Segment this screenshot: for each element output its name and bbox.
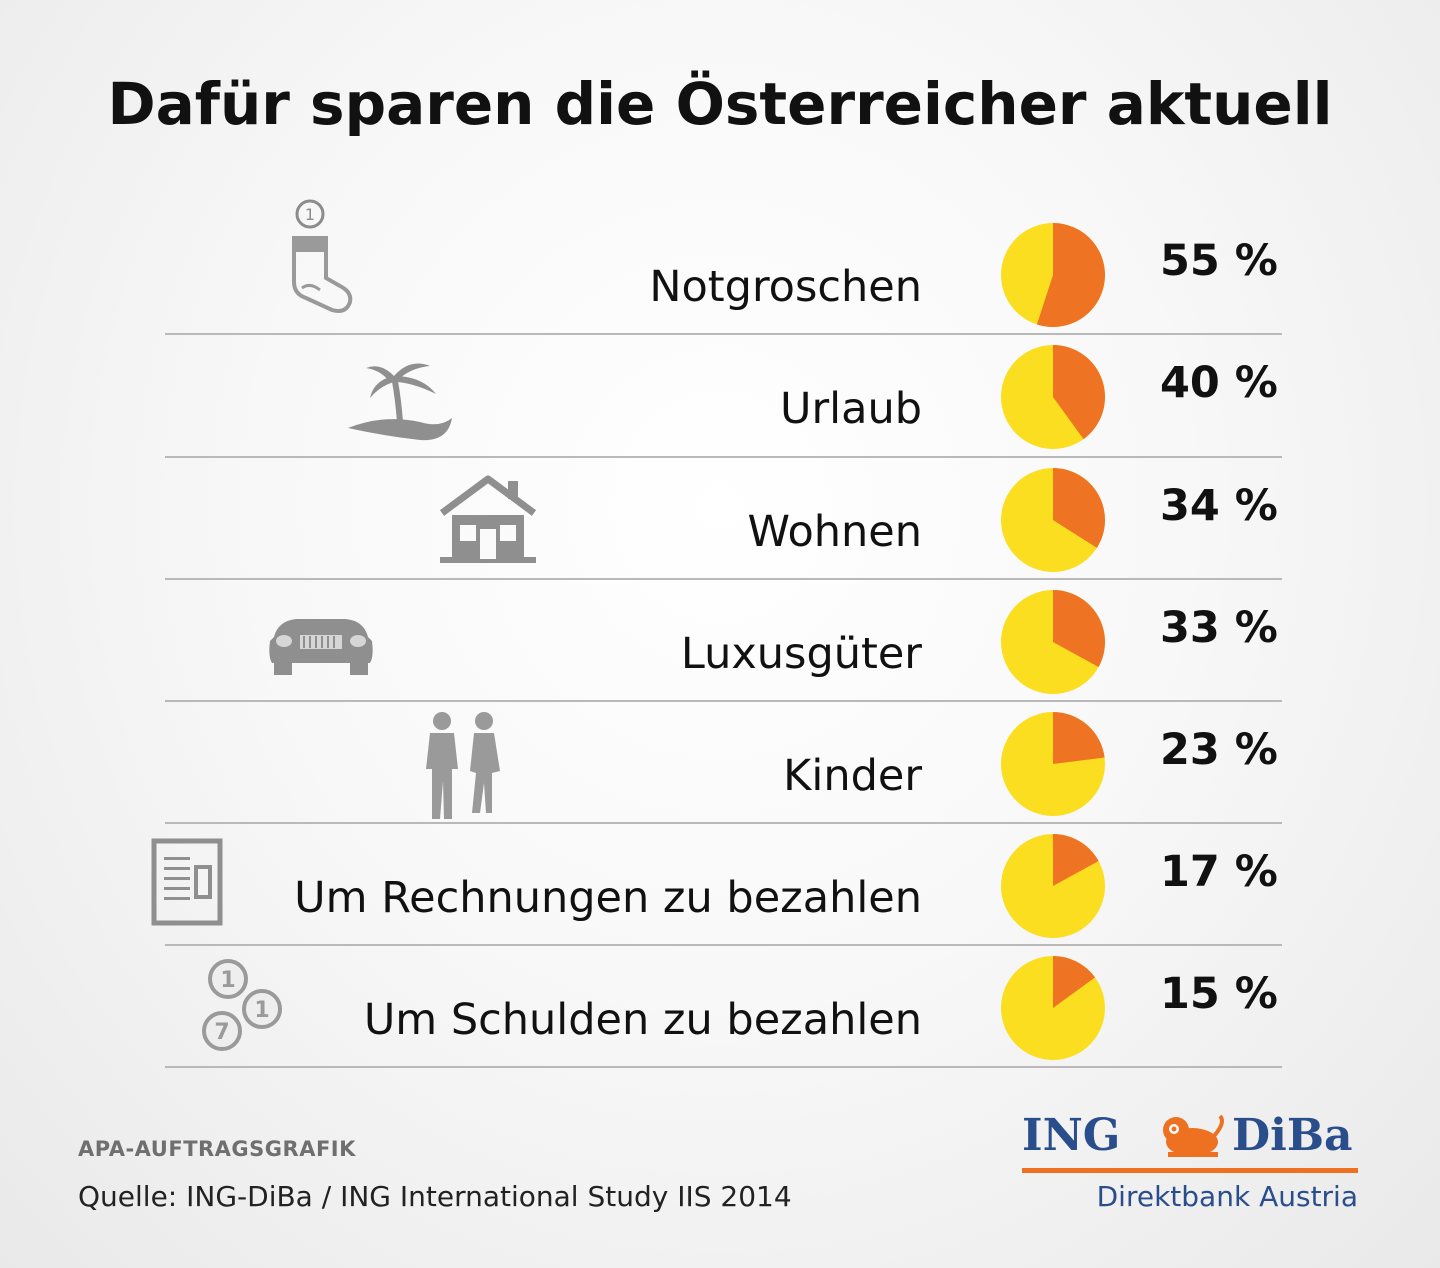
row-label: Luxusgüter: [680, 629, 922, 679]
chart-row: 1 Notgroschen 55 %: [0, 199, 1440, 334]
pie-slice-share: [1053, 590, 1105, 668]
pie-chart: [1001, 468, 1105, 572]
pie-slice-share: [1053, 468, 1105, 548]
row-divider: [165, 700, 1282, 702]
row-value: 17 %: [1160, 847, 1278, 897]
row-label: Wohnen: [747, 507, 922, 557]
row-label: Notgroschen: [649, 262, 922, 312]
pie-slice-share: [1036, 223, 1105, 327]
house-icon: [439, 475, 537, 563]
pie-chart: [1001, 223, 1105, 327]
logo-tagline: Direktbank Austria: [1096, 1180, 1358, 1213]
svg-text:1: 1: [305, 205, 315, 224]
chart-title: Dafür sparen die Österreicher aktuell: [107, 70, 1333, 138]
row-value: 40 %: [1160, 358, 1278, 408]
row-value: 55 %: [1160, 236, 1278, 286]
children-icon: [426, 712, 500, 819]
row-divider: [165, 456, 1282, 458]
pie-chart: [1001, 956, 1105, 1060]
row-value: 34 %: [1160, 481, 1278, 531]
logo-wordmark-right: DiBa: [1232, 1110, 1353, 1161]
row-label: Um Schulden zu bezahlen: [363, 995, 922, 1045]
sock-icon: 1: [292, 199, 353, 313]
coins-icon: 1 1 7: [202, 959, 282, 1051]
svg-text:1: 1: [254, 998, 269, 1023]
chart-row: Urlaub 40 %: [0, 334, 1440, 456]
row-label: Um Rechnungen zu bezahlen: [294, 873, 922, 923]
row-label: Kinder: [783, 751, 922, 801]
row-value: 23 %: [1160, 725, 1278, 775]
row-divider: [165, 822, 1282, 824]
pie-slice-share: [1053, 834, 1099, 886]
svg-text:1: 1: [220, 968, 235, 993]
palm-island-icon: [348, 363, 452, 441]
lion-icon: [1163, 1114, 1224, 1157]
chart-row: Kinder 23 %: [0, 701, 1440, 823]
invoice-icon: [151, 838, 223, 926]
pie-chart: [1001, 590, 1105, 694]
chart-row: Luxusgüter 33 %: [0, 579, 1440, 701]
pie-chart: [1001, 712, 1105, 816]
svg-text:7: 7: [214, 1020, 229, 1045]
row-divider: [165, 1066, 1282, 1068]
ing-diba-logo: ING DiBa Direktbank Austria: [1020, 1110, 1360, 1220]
chart-row: 1 1 7 Um Schulden zu bezahlen 15 %: [0, 945, 1440, 1067]
pie-slice-share: [1053, 712, 1105, 764]
chart-row: Wohnen 34 %: [0, 457, 1440, 579]
row-label: Urlaub: [780, 384, 922, 434]
row-value: 33 %: [1160, 603, 1278, 653]
footer-tag: APA-AUFTRAGSGRAFIK: [78, 1137, 356, 1161]
pie-slice-share: [1053, 956, 1096, 1008]
logo-accent-bar: [1022, 1168, 1358, 1173]
car-icon: [269, 619, 373, 675]
source-note: Quelle: ING-DiBa / ING International Stu…: [78, 1180, 792, 1213]
pie-chart: [1001, 345, 1105, 449]
row-value: 15 %: [1160, 969, 1278, 1019]
logo-wordmark-left: ING: [1022, 1110, 1121, 1161]
pie-chart: [1001, 834, 1105, 938]
row-divider: [165, 333, 1282, 335]
row-divider: [165, 944, 1282, 946]
chart-row: Um Rechnungen zu bezahlen 17 %: [0, 823, 1440, 945]
row-divider: [165, 578, 1282, 580]
pie-slice-share: [1053, 345, 1105, 440]
